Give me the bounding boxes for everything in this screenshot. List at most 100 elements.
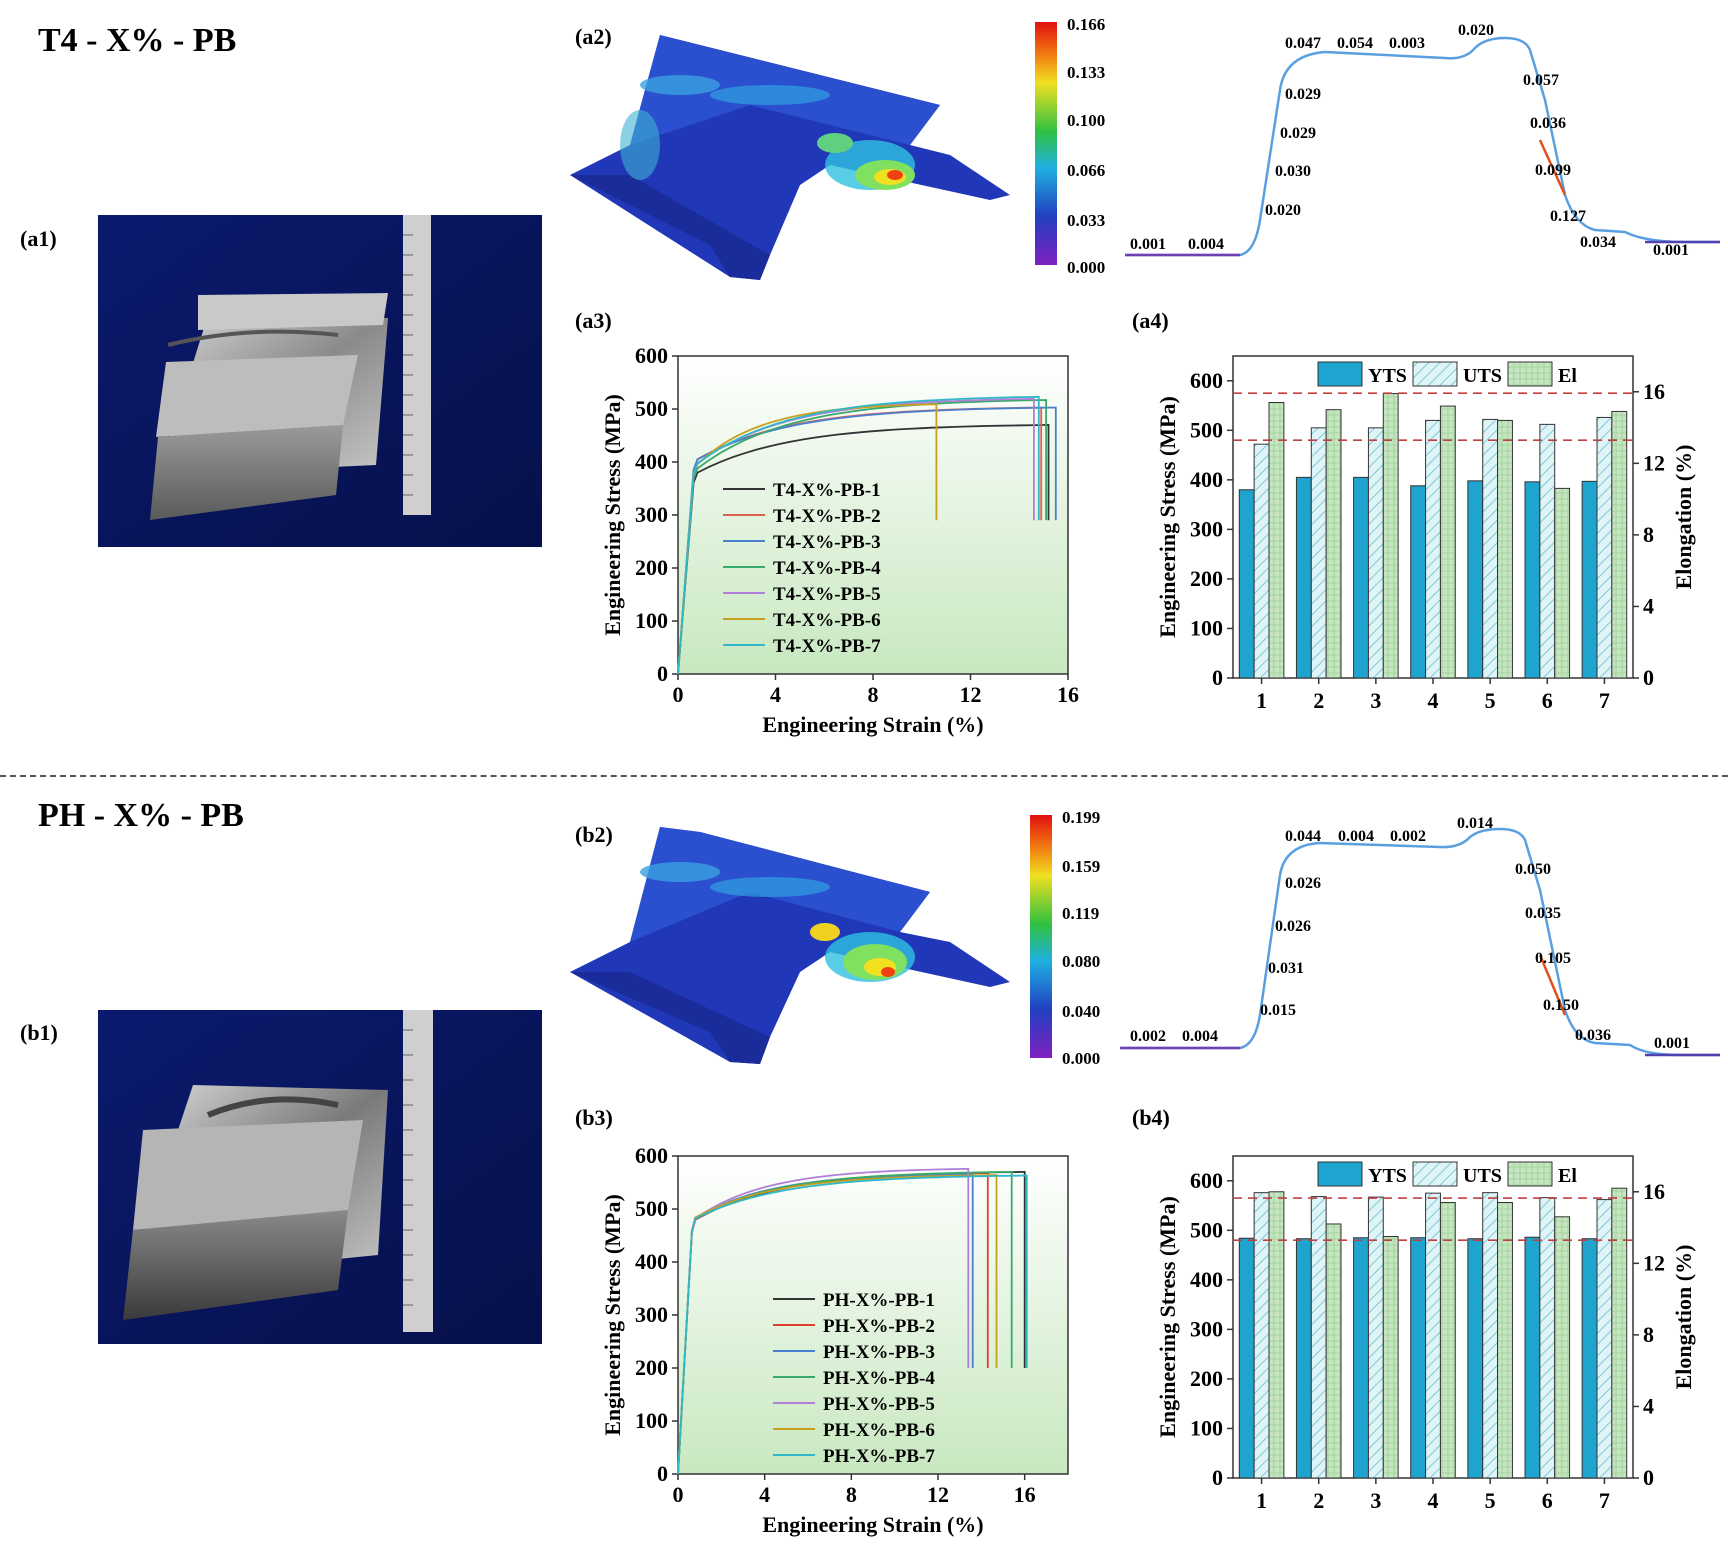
x-tick-label: 4 [759, 1482, 770, 1507]
legend-label: PH-X%-PB-1 [823, 1290, 935, 1311]
bar [1353, 476, 1369, 679]
x-tick-label: 3 [1370, 688, 1381, 713]
legend-swatch [1317, 1161, 1363, 1187]
colorbar-tick: 0.033 [1067, 211, 1106, 230]
bar [1497, 1202, 1513, 1479]
profile-value: 0.044 [1285, 828, 1321, 845]
bar [1367, 1196, 1384, 1479]
y-tick-label: 200 [635, 555, 668, 580]
bar [1611, 410, 1628, 679]
x-tick-label: 0 [673, 682, 684, 707]
series-line [677, 403, 938, 675]
series-line [677, 1167, 970, 1475]
y-tick-label: 300 [1190, 1316, 1223, 1341]
y2-tick-label: 0 [1643, 665, 1654, 690]
y-tick-label: 100 [635, 1408, 668, 1433]
legend-swatch [1507, 1161, 1553, 1187]
bar [1325, 1223, 1342, 1479]
legend-label: PH-X%-PB-7 [823, 1446, 935, 1467]
y-tick-label: 0 [1212, 1465, 1223, 1490]
bar [1425, 419, 1441, 679]
x-tick-label: 16 [1057, 682, 1079, 707]
profile-value: 0.099 [1535, 162, 1571, 179]
colorbar-tick: 0.133 [1067, 63, 1106, 82]
y-tick-label: 400 [1190, 1267, 1223, 1292]
bar [1367, 427, 1384, 679]
profile-value: 0.001 [1654, 1035, 1690, 1052]
panel-label-b1: (b1) [20, 1020, 58, 1045]
section-title-ph: PH - X% - PB [38, 797, 244, 834]
profile-value: 0.026 [1275, 918, 1311, 935]
profile-value: 0.127 [1550, 208, 1586, 225]
profile-value: 0.001 [1653, 242, 1689, 259]
y-tick-label: 500 [635, 1196, 668, 1221]
y-tick-label: 300 [635, 1302, 668, 1327]
colorbar-tick: 0.000 [1062, 1049, 1101, 1068]
y2-tick-label: 4 [1643, 1393, 1654, 1418]
profile-value: 0.031 [1268, 960, 1304, 977]
series-line [677, 1174, 1028, 1475]
profile-value: 0.026 [1285, 875, 1321, 892]
bar [1253, 443, 1270, 679]
y-tick-label: 600 [1190, 368, 1223, 393]
profile-value: 0.004 [1338, 828, 1374, 845]
legend-label: UTS [1463, 1165, 1502, 1187]
colorbar-tick: 0.159 [1062, 857, 1101, 876]
y2-axis-label: Elongation (%) [1671, 445, 1696, 590]
x-tick-label: 12 [927, 1482, 949, 1507]
bar [1439, 405, 1456, 679]
legend-label: PH-X%-PB-5 [823, 1394, 935, 1415]
bar [1295, 1238, 1312, 1479]
profile-value: 0.004 [1188, 236, 1224, 253]
bar [1539, 423, 1556, 679]
x-tick-label: 1 [1256, 688, 1267, 713]
bar-chart-b4: 0 100 200 300 400 500 600 0 4 8 12 16 Engineering St… [1145, 1140, 1725, 1545]
y2-tick-label: 8 [1643, 1322, 1654, 1347]
bar [1554, 487, 1571, 679]
x-tick-label: 4 [770, 682, 781, 707]
colorbar-tick: 0.100 [1067, 111, 1106, 130]
y2-tick-label: 16 [1643, 1179, 1665, 1204]
bar [1310, 427, 1327, 679]
x-axis-label: Engineering Strain (%) [762, 712, 983, 737]
profile-value: 0.030 [1275, 163, 1311, 180]
y2-tick-label: 8 [1643, 522, 1654, 547]
bar [1611, 1187, 1628, 1479]
x-tick-label: 4 [1428, 688, 1439, 713]
bar [1482, 418, 1499, 679]
y-tick-label: 0 [657, 1461, 668, 1486]
bar [1410, 485, 1427, 679]
profile-value: 0.057 [1523, 72, 1559, 89]
bar [1425, 1192, 1441, 1479]
bar [1581, 1238, 1598, 1479]
colorbar-tick: 0.166 [1067, 15, 1106, 34]
strain-contour-b2 [570, 822, 1020, 1067]
bar [1497, 419, 1513, 679]
y-tick-label: 0 [1212, 665, 1223, 690]
profile-value: 0.004 [1182, 1028, 1218, 1045]
bar [1253, 1192, 1270, 1479]
specimen-photo-a1 [98, 215, 542, 547]
y-tick-label: 600 [635, 1143, 668, 1168]
y-tick-label: 200 [1190, 566, 1223, 591]
bar [1295, 476, 1312, 679]
profile-value: 0.035 [1525, 905, 1561, 922]
bar [1238, 489, 1255, 679]
bar [1410, 1237, 1427, 1479]
y-axis-label: Engineering Stress (MPa) [600, 394, 625, 636]
legend-label: T4-X%-PB-3 [773, 532, 881, 553]
colorbar-a2: 0.166 0.133 0.100 0.066 0.033 0.000 [1035, 16, 1165, 276]
y-tick-label: 300 [1190, 516, 1223, 541]
strain-profile-b2: 0.002 0.004 0.015 0.031 0.026 0.026 0.04… [1120, 815, 1720, 1065]
profile-value: 0.036 [1530, 115, 1566, 132]
y-tick-label: 200 [635, 1355, 668, 1380]
colorbar-tick: 0.040 [1062, 1002, 1101, 1021]
specimen-photo-b1 [98, 1010, 542, 1344]
legend-label: T4-X%-PB-7 [773, 636, 881, 657]
y-tick-label: 600 [635, 343, 668, 368]
profile-value: 0.050 [1515, 861, 1551, 878]
colorbar-tick: 0.000 [1067, 258, 1106, 277]
panel-label-a4: (a4) [1132, 308, 1169, 333]
colorbar-tick: 0.199 [1062, 808, 1101, 827]
colorbar-b2: 0.199 0.159 0.119 0.080 0.040 0.000 [1030, 809, 1160, 1067]
